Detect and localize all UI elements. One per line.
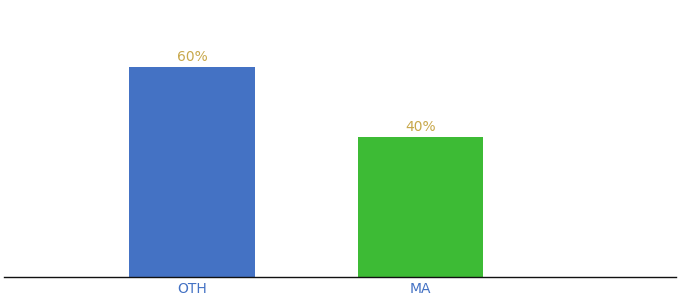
Bar: [129, 67, 255, 277]
Text: 40%: 40%: [405, 120, 436, 134]
Text: 60%: 60%: [177, 50, 207, 64]
Bar: [358, 137, 483, 277]
